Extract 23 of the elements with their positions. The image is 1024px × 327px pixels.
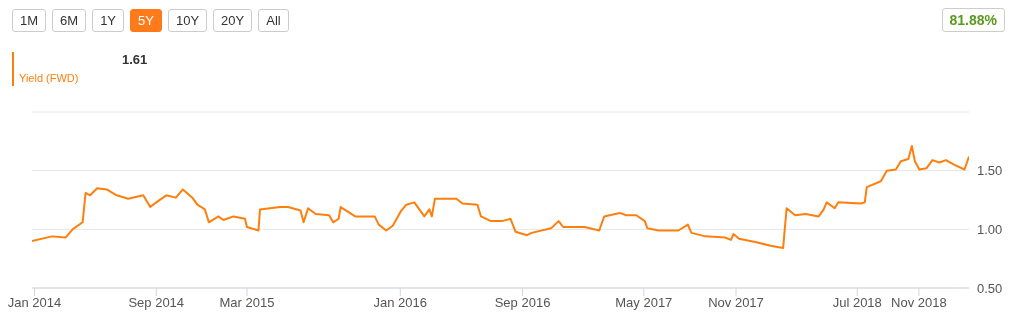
x-tick-label: Jul 2018 (832, 295, 882, 311)
x-tick-label: Jan 2014 (7, 295, 62, 311)
y-tick-label: 1.50 (977, 163, 1003, 179)
text: 10Y (167, 9, 208, 32)
text: 1.61 (122, 52, 148, 67)
line-series (32, 145, 969, 250)
text: 1Y (92, 9, 125, 32)
text: 6M (52, 9, 87, 32)
text: 5Y (130, 9, 162, 32)
y-tick-label: 0.50 (977, 280, 1003, 296)
text: Yield (FWD) (19, 71, 79, 86)
x-tick-label: Sep 2016 (494, 295, 551, 311)
x-tick-label: Jan 2016 (373, 295, 428, 311)
text: 20Y (213, 9, 253, 32)
y-tick-label: 1.00 (977, 221, 1003, 237)
text: 81.88% (941, 8, 1005, 32)
x-tick-label: Nov 2018 (891, 295, 947, 311)
x-tick-label: Mar 2015 (219, 295, 275, 311)
text: 1M (12, 9, 47, 32)
x-tick-label: May 2017 (615, 295, 673, 311)
x-tick-label: Sep 2014 (128, 295, 185, 311)
text: All (258, 9, 289, 32)
x-tick-label: Nov 2017 (708, 295, 764, 311)
